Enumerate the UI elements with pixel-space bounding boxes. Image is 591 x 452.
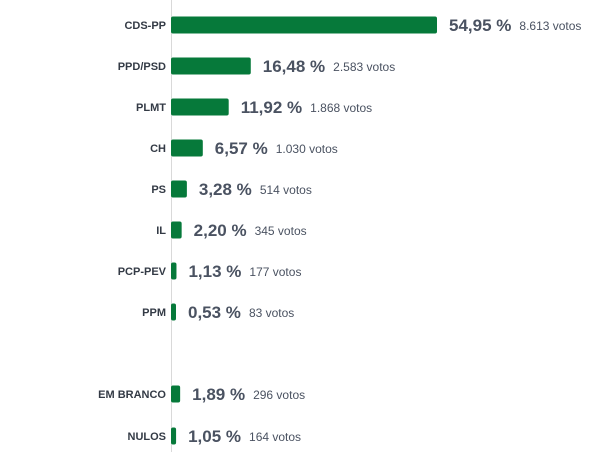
percent-label: 6,57 % — [215, 139, 268, 158]
votes-label: 1.868 votos — [310, 101, 372, 115]
chart-row: PLMT 11,92 % 1.868 votos — [136, 98, 372, 117]
chart-row: PPD/PSD 16,48 % 2.583 votos — [118, 57, 396, 76]
chart-row: NULOS 1,05 % 164 votos — [128, 427, 302, 446]
percent-label: 1,13 % — [188, 262, 241, 281]
chart-row: PS 3,28 % 514 votos — [151, 180, 312, 199]
bar — [171, 262, 177, 280]
bar — [171, 139, 203, 157]
percent-label: 11,92 % — [241, 98, 302, 117]
votes-label: 514 votos — [260, 183, 312, 197]
category-label: CH — [150, 143, 166, 155]
category-label: IL — [156, 225, 166, 237]
percent-label: 1,05 % — [188, 427, 241, 446]
chart-row: CDS-PP 54,95 % 8.613 votos — [124, 16, 581, 35]
chart-row: EM BRANCO 1,89 % 296 votos — [98, 385, 305, 404]
chart-row: PPM 0,53 % 83 votos — [142, 303, 294, 322]
votes-label: 177 votos — [249, 265, 301, 279]
chart-row: PCP-PEV 1,13 % 177 votos — [118, 262, 302, 281]
category-label: EM BRANCO — [98, 389, 166, 401]
votes-label: 2.583 votos — [333, 60, 395, 74]
chart-row: IL 2,20 % 345 votos — [156, 221, 306, 240]
percent-label: 1,89 % — [192, 385, 245, 404]
votes-label: 164 votos — [249, 430, 301, 444]
bar — [171, 180, 187, 198]
percent-label: 16,48 % — [263, 57, 325, 76]
votes-label: 8.613 votos — [519, 19, 581, 33]
bar — [171, 57, 251, 75]
category-label: PS — [151, 184, 166, 196]
bar — [171, 16, 437, 34]
chart-row: CH 6,57 % 1.030 votos — [150, 139, 338, 158]
bar — [171, 221, 182, 239]
percent-label: 0,53 % — [188, 303, 241, 322]
votes-label: 1.030 votos — [276, 142, 338, 156]
percent-label: 3,28 % — [199, 180, 252, 199]
bar — [171, 98, 229, 116]
category-label: PPD/PSD — [118, 61, 166, 73]
votes-label: 345 votos — [255, 224, 307, 238]
votes-label: 83 votos — [249, 306, 294, 320]
category-label: PCP-PEV — [118, 266, 167, 278]
category-label: NULOS — [128, 431, 167, 443]
votes-label: 296 votos — [253, 388, 305, 402]
bar — [171, 303, 176, 321]
category-label: CDS-PP — [124, 20, 166, 32]
bar — [171, 385, 181, 403]
percent-label: 2,20 % — [194, 221, 247, 240]
category-label: PLMT — [136, 102, 166, 114]
percent-label: 54,95 % — [449, 16, 511, 35]
bar — [171, 427, 177, 445]
category-label: PPM — [142, 307, 166, 319]
